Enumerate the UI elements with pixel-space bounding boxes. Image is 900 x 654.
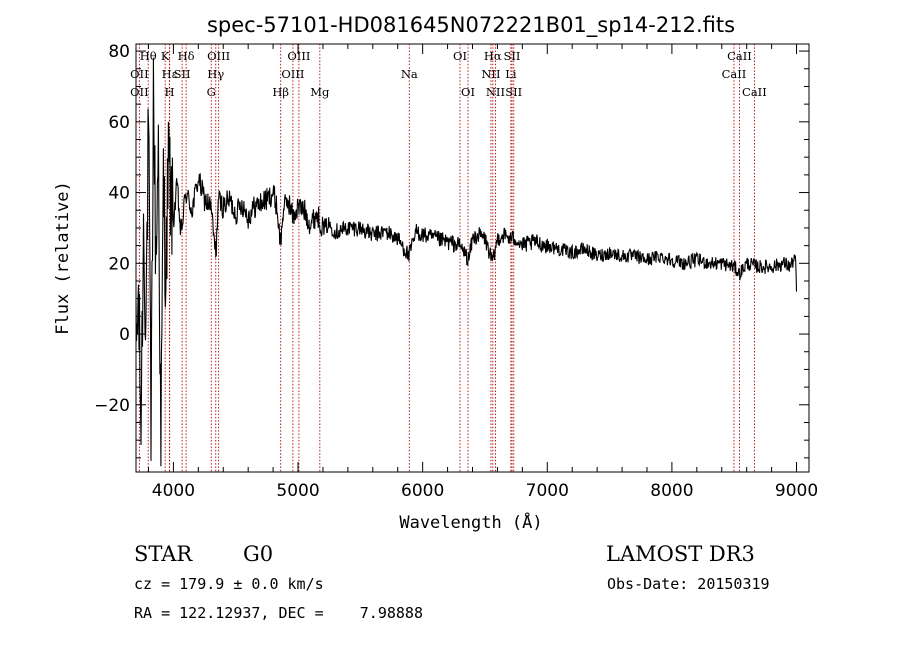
x-tick-label: 7000 (526, 481, 569, 501)
spectral-line-label: CaII (742, 85, 767, 99)
y-tick-label: 40 (108, 184, 130, 204)
spectral-line-label: Hβ (272, 85, 289, 99)
spectral-line-label: G (207, 85, 216, 99)
spectral-line-label: CaII (727, 49, 752, 63)
spectral-line-label: OIII (281, 67, 304, 81)
flux-series-line (135, 57, 798, 467)
spectral-line-label: NII (481, 67, 500, 81)
y-axis-ticks: −20 0 20 40 60 80 (94, 42, 809, 459)
y-tick-label: 80 (108, 42, 130, 62)
chart-title: spec-57101-HD081645N072221B01_sp14-212.f… (207, 13, 735, 38)
spectral-line-label: K (161, 49, 170, 63)
spectral-line-label: Na (401, 67, 418, 81)
object-class: STAR (134, 542, 193, 566)
spectral-line-label: OIII (287, 49, 310, 63)
survey-name: LAMOST DR3 (606, 542, 755, 566)
y-tick-label: 20 (108, 254, 130, 274)
spectral-line-label: SII (505, 85, 522, 99)
spectral-line-label: NII (486, 85, 505, 99)
spectral-line-label: OII (130, 85, 149, 99)
x-tick-label: 5000 (276, 481, 319, 501)
object-subclass: G0 (243, 542, 273, 566)
coordinates: RA = 122.12937, DEC = 7.98888 (134, 604, 423, 622)
y-axis-label: Flux (relative) (53, 181, 73, 335)
x-tick-label: 9000 (775, 481, 818, 501)
spectral-line-label: OII (130, 67, 149, 81)
spectral-line-label: Mg (310, 85, 330, 99)
y-tick-label: −20 (94, 396, 130, 416)
spectral-line-label: Hθ (140, 49, 157, 63)
spectral-line-label: OIII (207, 49, 230, 63)
spectral-line-label: Hγ (207, 67, 224, 81)
x-axis-ticks: 4000 5000 6000 7000 8000 9000 (147, 44, 818, 501)
x-tick-label: 8000 (650, 481, 693, 501)
spectral-line-label: Hα (484, 49, 502, 63)
x-axis-label: Wavelength (Å) (399, 511, 542, 533)
y-tick-label: 60 (108, 113, 130, 133)
spectral-line-label: SII (174, 67, 191, 81)
spectral-line-label: Hδ (178, 49, 195, 63)
spectral-line-label: OI (461, 85, 475, 99)
spectral-line-label: H (165, 85, 175, 99)
spectral-line-label: Hε (162, 67, 178, 81)
x-tick-label: 6000 (401, 481, 444, 501)
spectral-line-markers (138, 44, 755, 472)
y-tick-label: 0 (119, 325, 130, 345)
redshift-velocity: cz = 179.9 ± 0.0 km/s (134, 575, 324, 593)
spectral-line-label: SII (504, 49, 521, 63)
observation-date: Obs-Date: 20150319 (607, 575, 770, 593)
spectral-line-label: OI (453, 49, 467, 63)
spectral-line-label: CaII (722, 67, 747, 81)
spectral-line-label: Li (505, 67, 517, 81)
x-tick-label: 4000 (152, 481, 195, 501)
